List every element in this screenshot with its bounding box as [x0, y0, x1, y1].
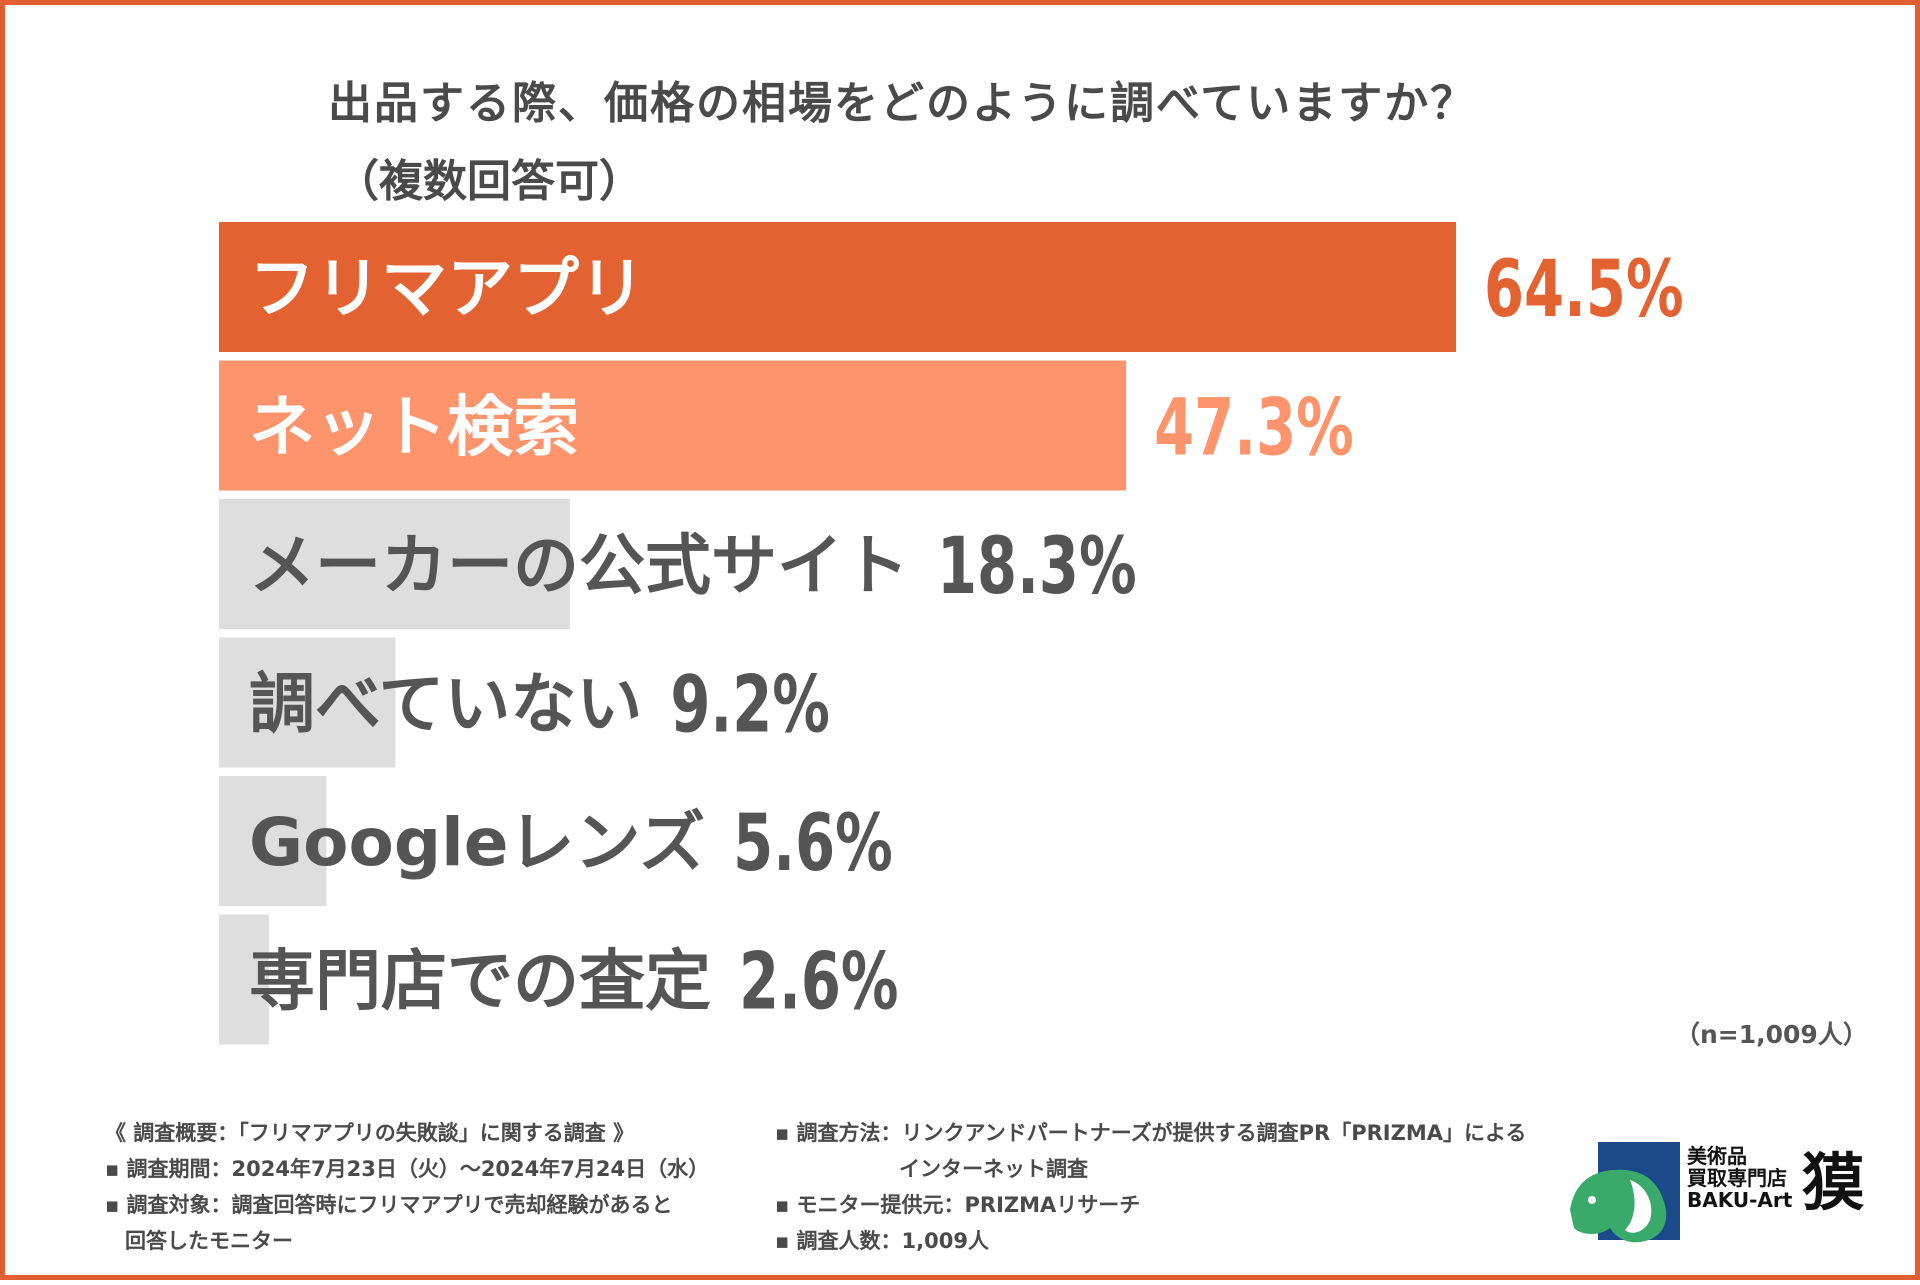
bar-5	[219, 914, 269, 1045]
bar-3	[219, 637, 396, 768]
survey-overview-right: ▪ 調査方法：リンクアンドパートナーズが提供する調査PR「PRIZMA」による …	[775, 1115, 1526, 1259]
survey-method-line2: インターネット調査	[899, 1157, 1088, 1181]
bar-value-4: 5.6%	[733, 799, 893, 889]
bar-label-0: フリマアプリ	[249, 250, 645, 327]
bar-value-2: 18.3%	[937, 522, 1137, 612]
bar-value-3: 9.2%	[670, 661, 830, 751]
bar-4	[219, 776, 327, 906]
bar-1	[219, 360, 1127, 491]
sample-size: （n=1,009人）	[1675, 1020, 1868, 1049]
bar-label-2: メーカーの公式サイト	[249, 527, 909, 604]
bar-label-5: 専門店での査定	[249, 943, 711, 1020]
logo-eye	[1588, 1196, 1596, 1204]
logo-line2: 買取専門店	[1687, 1166, 1787, 1190]
survey-period: ▪ 調査期間：2024年7月23日（火）～2024年7月24日（水）	[105, 1157, 710, 1181]
baku-art-logo-icon	[1570, 1142, 1680, 1243]
logo-line3: BAKU-Art	[1687, 1188, 1793, 1212]
survey-target-line1: ▪ 調査対象：調査回答時にフリマアプリで売却経験があると	[105, 1193, 673, 1217]
chart-subtitle: （複数回答可）	[335, 156, 643, 207]
bar-value-5: 2.6%	[739, 938, 899, 1028]
survey-method-line1: ▪ 調査方法：リンクアンドパートナーズが提供する調査PR「PRIZMA」による	[775, 1121, 1527, 1145]
bar-2	[219, 499, 570, 629]
monitor-provider: ▪ モニター提供元：PRIZMAリサーチ	[775, 1193, 1141, 1217]
bar-label-4: Googleレンズ	[249, 804, 705, 881]
logo-highlight	[1625, 1180, 1652, 1233]
survey-target-line2: 回答したモニター	[125, 1229, 293, 1253]
survey-overview-left: 《 調査概要：「フリマアプリの失敗談」に関する調査 》 ▪ 調査期間：2024年…	[105, 1115, 709, 1259]
overview-heading: 《 調査概要：「フリマアプリの失敗談」に関する調査 》	[105, 1121, 635, 1145]
bar-chart: フリマアプリ 64.5% ネット検索 47.3% メーカーの公式サイト 18.3% 調べてい…	[219, 222, 1684, 1045]
bar-value-1: 47.3%	[1154, 384, 1354, 474]
survey-count: ▪ 調査人数：1,009人	[775, 1229, 989, 1253]
bar-value-0: 64.5%	[1484, 245, 1684, 335]
bar-0	[219, 222, 1456, 352]
bar-label-3: 調べていない	[249, 666, 642, 743]
bar-label-1: ネット検索	[249, 389, 579, 466]
logo-text: 美術品 買取専門店 BAKU-Art	[1687, 1145, 1792, 1211]
chart-title: 出品する際、価格の相場をどのように調べていますか？	[328, 78, 1477, 129]
logo-kanji: 獏	[1802, 1146, 1865, 1219]
logo-line1: 美術品	[1687, 1144, 1747, 1168]
